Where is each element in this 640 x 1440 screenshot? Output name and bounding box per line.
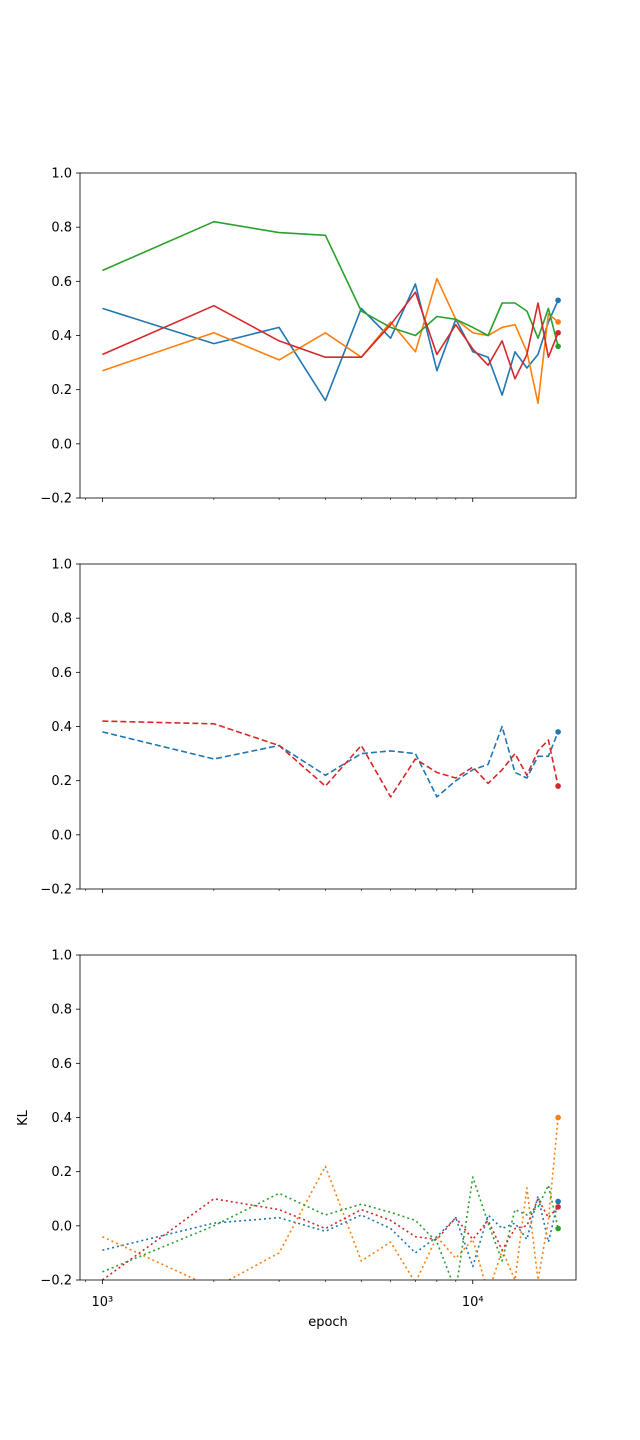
series-line-green: [102, 1176, 559, 1280]
series-end-point-green: [555, 343, 561, 350]
series-end-point-orange: [555, 1114, 561, 1121]
series-end-point-red: [555, 1204, 561, 1210]
y-tick-label: 0.2: [51, 1165, 72, 1180]
y-tick-label: 0.6: [51, 275, 72, 290]
series-end-point-orange: [555, 319, 561, 325]
series-group: [102, 220, 559, 405]
y-tick-label: 0.8: [51, 612, 72, 627]
series-end-point-red: [555, 783, 561, 789]
series-line-orange: [102, 1117, 559, 1280]
chart-panel-3: −0.2 0.0 0.2 0.4 0.6 0.8 1.0 10³ 10⁴: [40, 949, 577, 1310]
y-tick-label: 0.8: [51, 221, 72, 236]
y-tick-label: −0.2: [40, 1274, 72, 1289]
series-end-point-green: [555, 1225, 561, 1232]
series-line-red: [102, 291, 559, 380]
y-tick-label: 0.0: [51, 1219, 72, 1234]
series-end-point-blue: [555, 1198, 561, 1205]
series-group: [101, 1117, 559, 1280]
x-axis-label: epoch: [308, 1315, 348, 1330]
series-line-blue: [102, 1195, 559, 1268]
series-group: [102, 720, 559, 798]
axes-frame: [79, 954, 577, 1281]
chart-panel-2: −0.2 0.0 0.2 0.4 0.6 0.8 1.0: [40, 558, 577, 898]
axes-frame: [79, 172, 577, 499]
y-tick-label: 0.6: [51, 666, 72, 681]
y-tick-label: 0.0: [51, 437, 72, 452]
series-end-point-blue: [555, 729, 561, 735]
chart-panel-1: −0.2 0.0 0.2 0.4 0.6 0.8 1.0: [40, 167, 577, 507]
y-tick-label: 0.4: [51, 720, 72, 735]
series-end-point-red: [555, 329, 561, 336]
series-end-point-blue: [555, 297, 561, 304]
y-axis-label: KL: [16, 1109, 31, 1126]
y-tick-label: 0.0: [51, 828, 72, 843]
y-tick-label: 0.6: [51, 1057, 72, 1072]
y-tick-label: 0.2: [51, 774, 72, 789]
axes-frame: [79, 563, 577, 890]
y-tick-label: −0.2: [40, 883, 72, 898]
y-tick-label: 1.0: [51, 167, 72, 182]
y-tick-label: −0.2: [40, 492, 72, 507]
y-tick-label: 0.8: [51, 1003, 72, 1018]
y-tick-label: 0.2: [51, 383, 72, 398]
y-tick-label: 1.0: [51, 949, 72, 964]
y-tick-label: 0.4: [51, 329, 72, 344]
x-tick-label: 10⁴: [462, 1295, 484, 1310]
series-line-blue: [102, 283, 559, 402]
series-line-green: [102, 220, 559, 347]
series-line-orange: [102, 277, 559, 405]
y-tick-label: 1.0: [51, 558, 72, 573]
y-tick-label: 0.4: [51, 1111, 72, 1126]
x-tick-label: 10³: [92, 1295, 114, 1310]
series-line-blue: [102, 725, 559, 798]
series-line-red: [101, 1198, 559, 1280]
series-line-red: [102, 720, 559, 798]
